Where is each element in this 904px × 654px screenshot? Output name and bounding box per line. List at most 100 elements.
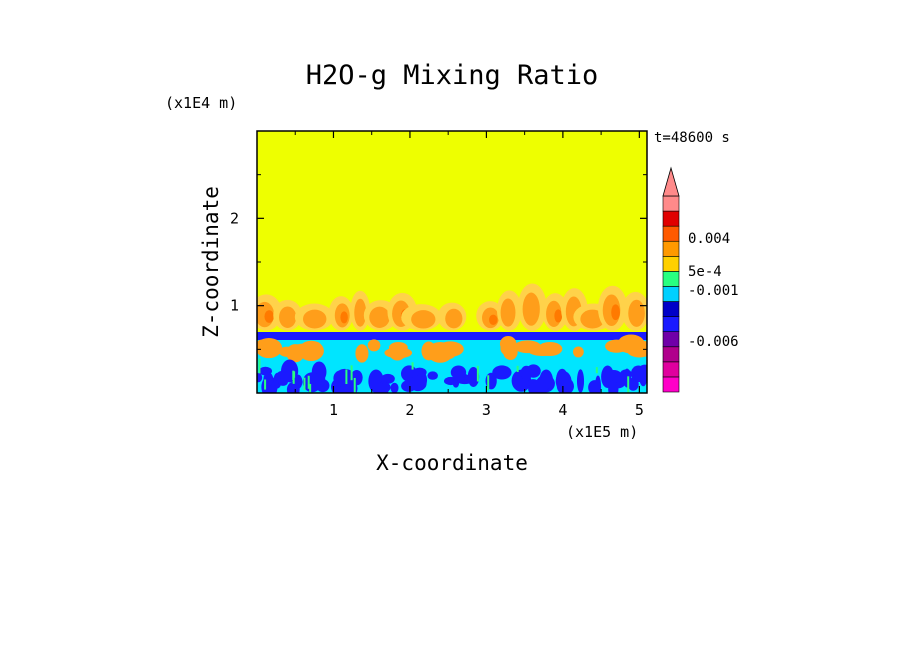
x-tick-label: 2 — [405, 401, 414, 419]
colorbar-label: -0.001 — [688, 283, 739, 299]
plume-core — [500, 298, 516, 327]
colorbar-label: 0.004 — [688, 231, 730, 247]
plume-center — [489, 314, 498, 325]
x-tick-label: 3 — [482, 401, 491, 419]
colorbar-segment — [662, 286, 680, 302]
mixing-blob — [573, 346, 584, 358]
plume-core — [302, 309, 327, 329]
y-tick-label: 1 — [230, 297, 239, 315]
x-tick-label: 4 — [558, 401, 567, 419]
plume-center — [340, 311, 348, 324]
plume-center — [264, 310, 274, 323]
plot-area — [257, 131, 647, 393]
colorbar-label: -0.006 — [688, 334, 739, 350]
colorbar-segment — [662, 376, 680, 393]
green-streak — [350, 365, 353, 381]
y-axis: 12 — [230, 174, 647, 350]
mixing-blob — [278, 346, 296, 357]
colorbar: 0.004 5e-4 -0.001 -0.006 — [662, 166, 739, 393]
colorbar-segment — [662, 240, 680, 257]
colorbar-segment — [662, 316, 680, 332]
ground-cell — [520, 365, 533, 380]
green-streak — [627, 376, 630, 393]
inversion-band — [257, 332, 647, 340]
green-streak — [516, 365, 519, 373]
ground-cell — [443, 376, 458, 386]
mixing-blob — [500, 340, 511, 355]
plume-field — [257, 283, 647, 331]
ground-cell — [350, 370, 363, 386]
mixing-blob — [537, 341, 563, 356]
plume-core — [279, 306, 297, 328]
x-axis: 1 2 3 4 5 — [294, 131, 644, 419]
plume-core — [369, 306, 390, 328]
green-streak — [293, 371, 296, 378]
ground-cell — [409, 375, 427, 392]
colorbar-label: 5e-4 — [688, 264, 722, 280]
green-streak — [258, 358, 261, 374]
green-streak — [411, 362, 414, 370]
green-streak — [303, 377, 306, 391]
y-tick-label: 2 — [230, 209, 239, 227]
ground-cell — [302, 372, 322, 393]
ground-cell — [281, 359, 299, 383]
ground-cell — [390, 382, 399, 393]
mixing-blob — [438, 346, 457, 360]
colorbar-segment — [662, 225, 680, 242]
ground-cell — [450, 365, 467, 380]
ground-cell — [576, 369, 585, 393]
time-label: t=48600 s — [654, 130, 730, 146]
ground-cell — [286, 381, 300, 393]
ground-cell — [427, 371, 438, 380]
colorbar-segment — [662, 331, 680, 348]
x-axis-label: X-coordinate — [376, 451, 528, 475]
green-streak — [307, 375, 310, 389]
plume-center — [554, 309, 563, 323]
x-tick-label: 1 — [329, 401, 338, 419]
green-streak — [353, 377, 356, 393]
mixing-blob — [293, 343, 312, 354]
y-axis-label: Z-coordinate — [199, 186, 223, 338]
plume-core — [522, 292, 540, 326]
ground-cell — [636, 364, 647, 382]
mixing-layer-cells — [257, 334, 647, 393]
colorbar-segment — [662, 301, 680, 317]
plume-core — [411, 310, 436, 329]
colorbar-segment — [662, 195, 680, 212]
ground-cell — [623, 368, 632, 388]
x-unit-label: (x1E5 m) — [566, 423, 638, 441]
plume-core — [445, 308, 463, 329]
plume-core — [354, 298, 367, 327]
green-streak — [487, 375, 490, 391]
plume-core — [580, 309, 605, 329]
mixing-blob — [605, 339, 628, 353]
mixing-blob — [384, 347, 413, 359]
ground-cell — [588, 380, 602, 393]
ground-cell — [608, 380, 619, 393]
ground-cell — [492, 365, 512, 380]
mixing-blob — [625, 340, 647, 358]
plume-core — [628, 299, 645, 327]
colorbar-segment — [662, 361, 680, 378]
plume-center — [611, 304, 620, 321]
green-streak — [345, 369, 348, 385]
colorbar-segment — [662, 346, 680, 363]
green-streak — [476, 365, 479, 382]
mixing-blob — [355, 344, 369, 363]
green-streak — [264, 379, 267, 390]
mixing-blob — [310, 341, 323, 356]
mixing-blob — [513, 340, 542, 354]
mixing-blob — [367, 339, 381, 352]
green-streak — [595, 367, 598, 374]
ground-cell — [534, 377, 548, 393]
mixing-blob — [257, 339, 268, 355]
colorbar-extend-arrow — [662, 166, 680, 197]
ground-cell — [380, 382, 391, 393]
y-unit-label: (x1E4 m) — [165, 94, 237, 112]
colorbar-segment — [662, 210, 680, 227]
ground-cell — [556, 377, 574, 393]
colorbar-segment — [662, 256, 680, 272]
chart-title: H2O-g Mixing Ratio — [306, 60, 599, 91]
green-streak — [309, 383, 312, 393]
